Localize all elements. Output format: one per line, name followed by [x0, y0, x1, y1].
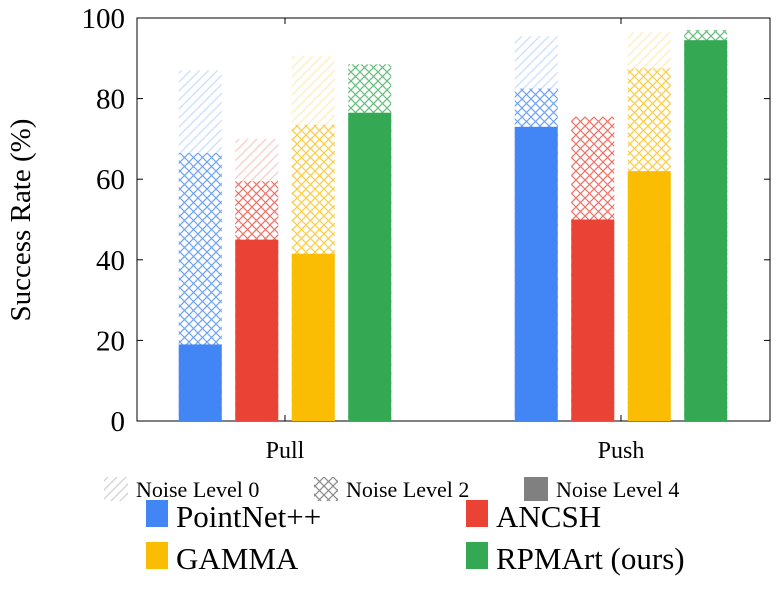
legend-label-noise-level-0: Noise Level 0: [136, 477, 259, 502]
bar-noise4-rpmart-ours-pull: [348, 112, 392, 421]
x-tick-label-pull: Pull: [266, 438, 305, 464]
bar-noise4-pointnet-pull: [178, 344, 222, 421]
bar-noise4-pointnet-push: [514, 126, 558, 421]
y-tick-label: 0: [111, 406, 126, 438]
legend-swatch-noise-level-0: [104, 477, 128, 501]
legend-swatch-pointnet: [146, 500, 168, 527]
x-tick-label-push: Push: [598, 438, 645, 464]
y-tick-label: 80: [96, 84, 125, 116]
legend-swatch-noise-level-2: [314, 477, 338, 501]
legend-label-noise-level-4: Noise Level 4: [556, 477, 679, 502]
y-tick-label: 40: [96, 245, 125, 277]
bar-noise4-gamma-push: [627, 171, 671, 421]
plot-frame: [136, 17, 771, 422]
y-tick-label: 100: [82, 3, 126, 35]
bar-noise4-ancsh-push: [571, 219, 615, 421]
bar-noise4-ancsh-pull: [235, 239, 279, 421]
bar-noise4-gamma-pull: [291, 253, 335, 421]
bar-noise4-rpmart-ours-push: [684, 40, 728, 421]
legend-label-ancsh: ANCSH: [496, 499, 601, 534]
legend-label-noise-level-2: Noise Level 2: [346, 477, 469, 502]
y-tick-label: 20: [96, 325, 125, 357]
y-tick-label: 60: [96, 164, 125, 196]
legend: Noise Level 0 Noise Level 2 Noise Level 4 P…: [104, 477, 685, 576]
legend-label-pointnet: PointNet++: [176, 499, 321, 534]
legend-swatch-ancsh: [466, 500, 488, 527]
legend-swatch-noise-level-4: [524, 477, 548, 501]
legend-label-rpmart-ours: RPMArt (ours): [496, 541, 685, 576]
plot-area: 0 20 40 60 80 100 Pull Push: [82, 3, 771, 464]
legend-label-gamma: GAMMA: [176, 541, 299, 576]
legend-swatch-rpmart-ours: [466, 542, 488, 569]
y-axis-label: Success Rate (%): [5, 119, 37, 322]
legend-swatch-gamma: [146, 542, 168, 569]
